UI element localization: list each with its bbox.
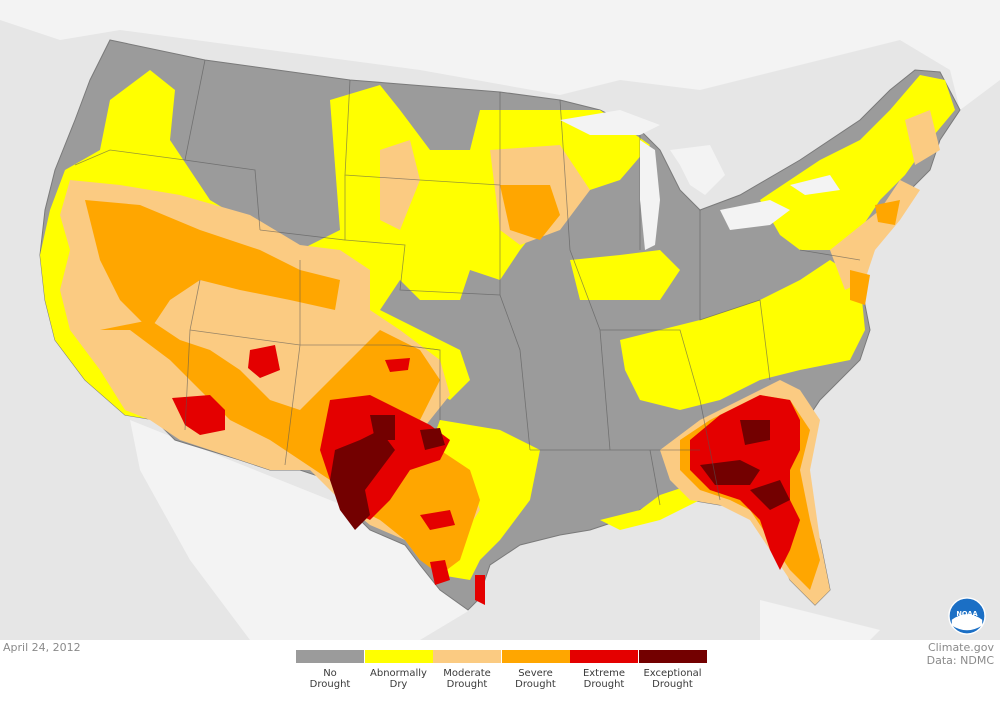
great-lakes: [560, 110, 840, 250]
legend-label: No Drought: [309, 668, 351, 690]
canada-land: [0, 0, 1000, 110]
legend-item: Moderate Drought: [433, 650, 501, 702]
legend-item: Severe Drought: [501, 650, 570, 702]
legend-label: Severe Drought: [515, 668, 556, 690]
cuba-land: [760, 600, 880, 640]
map-credits: Climate.gov Data: NDMC: [927, 641, 994, 667]
exceptional-drought-areas: [330, 415, 790, 530]
drought-legend: No Drought Abnormally Dry Moderate Drought…: [296, 650, 707, 702]
legend-item: Abnormally Dry: [364, 650, 433, 702]
legend-label: Extreme Drought: [582, 668, 626, 690]
legend-swatch: [364, 650, 433, 663]
legend-label: Exceptional Drought: [643, 668, 702, 690]
legend-swatch: [296, 650, 364, 663]
mexico-land: [130, 420, 470, 640]
credit-source: Climate.gov: [927, 641, 994, 654]
map-date: April 24, 2012: [3, 641, 81, 654]
legend-label: Abnormally Dry: [370, 668, 427, 690]
legend-swatch: [501, 650, 570, 663]
state-borders: [74, 59, 861, 506]
legend-item: Extreme Drought: [570, 650, 638, 702]
legend-item: No Drought: [296, 650, 364, 702]
credit-data: Data: NDMC: [926, 654, 994, 667]
legend-label: Moderate Drought: [443, 668, 491, 690]
drought-map-graphic: [0, 0, 1000, 640]
legend-swatch: [638, 650, 707, 663]
noaa-logo-icon: NOAA: [948, 597, 986, 635]
noaa-logo-text: NOAA: [956, 610, 978, 618]
legend-item: Exceptional Drought: [638, 650, 707, 702]
legend-swatch: [433, 650, 501, 663]
legend-swatch: [570, 650, 638, 663]
drought-map: [0, 0, 1000, 640]
